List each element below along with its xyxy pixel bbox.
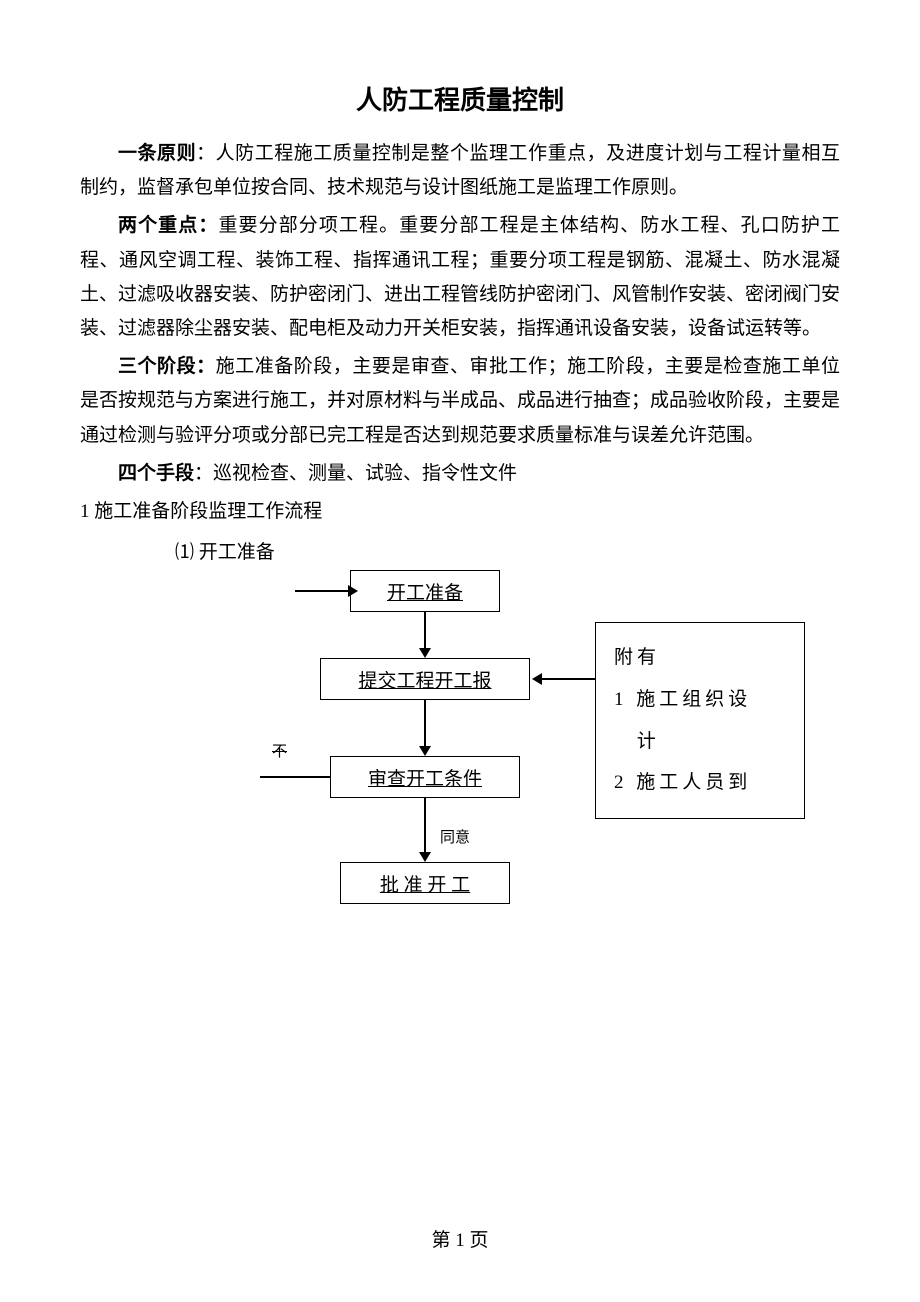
sub-heading-1: ⑴ 开工准备 <box>175 537 840 564</box>
para3-bold: 三个阶段： <box>118 356 216 377</box>
arrow-3-4-line <box>424 798 426 854</box>
paragraph-1: 一条原则：人防工程施工质量控制是整个监理工作重点，及进度计划与工程计量相互制约，… <box>80 137 840 205</box>
arrow-1-2-head <box>419 648 431 658</box>
flow-box-4-text: 批 准 开 工 <box>380 870 470 897</box>
flow-box-2: 提交工程开工报 <box>320 658 530 700</box>
page-title: 人防工程质量控制 <box>80 80 840 117</box>
flowchart: 开工准备 提交工程开工报 审查开工条件 不 同意 批 准 开 工 附有 1 施工… <box>200 570 820 1000</box>
para4-bold: 四个手段 <box>118 463 194 484</box>
paragraph-4: 四个手段：巡视检查、测量、试验、指令性文件 <box>80 457 840 491</box>
flow-box-3: 审查开工条件 <box>330 756 520 798</box>
paragraph-3: 三个阶段：施工准备阶段，主要是审查、审批工作；施工阶段，主要是检查施工单位是否按… <box>80 350 840 453</box>
flow-box-1: 开工准备 <box>350 570 500 612</box>
label-no: 不 <box>272 740 287 761</box>
para2-bold: 两个重点： <box>118 215 218 236</box>
section-1-heading: 1 施工准备阶段监理工作流程 <box>80 495 840 529</box>
sidebox-item1b: 计 <box>614 721 786 763</box>
flow-box-3-text: 审查开工条件 <box>368 764 482 791</box>
para4-text: ：巡视检查、测量、试验、指令性文件 <box>194 463 517 484</box>
sidebox-title: 附有 <box>614 637 786 679</box>
arrow-side-2-line <box>540 678 595 680</box>
flow-box-2-text: 提交工程开工报 <box>358 666 491 693</box>
label-agree: 同意 <box>440 826 470 847</box>
flow-sidebox: 附有 1 施工组织设 计 2 施工人员到 <box>595 622 805 819</box>
flow-box-1-text: 开工准备 <box>387 578 463 605</box>
sidebox-item2: 2 施工人员到 <box>614 762 786 804</box>
arrow-2-3-head <box>419 746 431 756</box>
arrow-side-2-head <box>532 673 542 685</box>
arrow-3-4-head <box>419 852 431 862</box>
arrow-2-3-line <box>424 700 426 748</box>
arrow-1-2-line <box>424 612 426 650</box>
flow-box-4: 批 准 开 工 <box>340 862 510 904</box>
arrow-left-top-head <box>348 585 358 597</box>
no-line <box>260 776 330 778</box>
sidebox-item1: 1 施工组织设 <box>614 679 786 721</box>
para1-bold: 一条原则 <box>118 143 196 164</box>
page-footer: 第 1 页 <box>0 1225 920 1252</box>
arrow-left-top <box>295 590 350 592</box>
paragraph-2: 两个重点：重要分部分项工程。重要分部工程是主体结构、防水工程、孔口防护工程、通风… <box>80 209 840 346</box>
